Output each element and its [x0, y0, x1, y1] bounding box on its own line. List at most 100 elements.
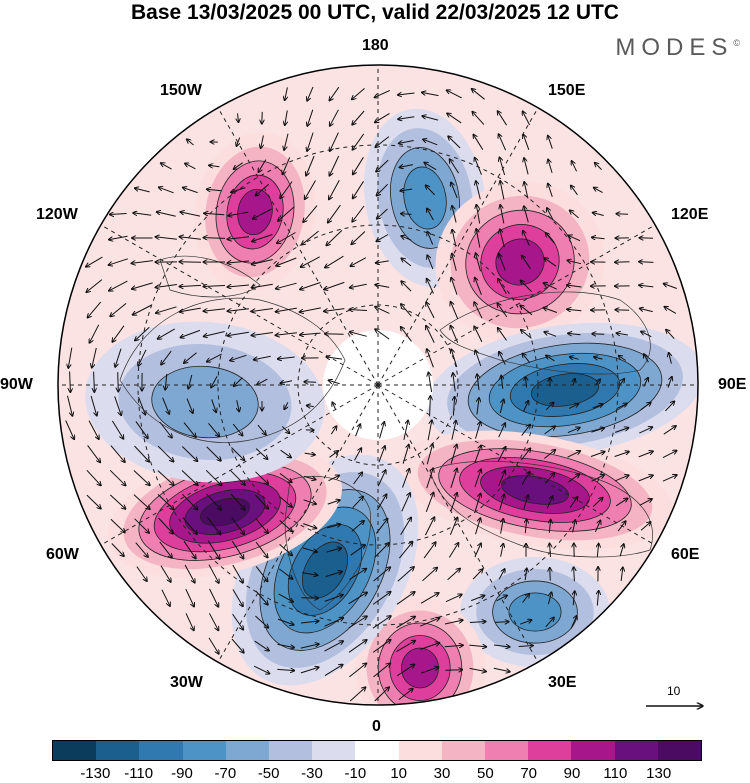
- wind-arrow: [374, 89, 391, 97]
- wind-arrow: [160, 163, 172, 170]
- wind-arrow: [329, 451, 339, 458]
- wind-arrow: [452, 206, 457, 223]
- wind-arrow: [403, 420, 408, 440]
- wind-arrow: [525, 377, 526, 388]
- wind-arrow: [349, 663, 366, 678]
- wind-arrow: [351, 521, 365, 532]
- wind-arrow: [376, 159, 389, 172]
- wind-arrow: [277, 643, 295, 647]
- wind-arrow: [161, 589, 170, 607]
- brand-logo: MODES©: [615, 34, 740, 62]
- wind-arrow: [448, 543, 458, 558]
- wind-arrow: [573, 591, 575, 606]
- wind-arrow: [304, 453, 316, 455]
- wind-arrow: [422, 567, 438, 582]
- wind-arrow: [401, 281, 412, 292]
- wind-arrow: [421, 667, 439, 674]
- wind-arrow: [614, 475, 629, 482]
- wind-arrow: [450, 444, 457, 464]
- wind-arrow: [285, 110, 288, 126]
- wind-arrow: [496, 595, 508, 602]
- positive-anomaly-center: [396, 430, 674, 550]
- map-title: Base 13/03/2025 00 UTC, valid 22/03/2025…: [131, 1, 619, 24]
- wind-arrow: [230, 470, 245, 485]
- wind-arrow: [523, 495, 529, 510]
- wind-arrow: [401, 258, 412, 267]
- wind-arrow: [592, 334, 605, 335]
- colorbar-tick-label: 70: [520, 765, 537, 782]
- wind-arrow: [181, 470, 198, 486]
- colorbar-swatch: [528, 741, 572, 760]
- map-disc: [58, 65, 698, 705]
- wind-arrow: [330, 426, 336, 435]
- wind-arrow: [109, 214, 127, 215]
- polar-map: [57, 64, 750, 730]
- wind-arrow: [302, 573, 318, 576]
- wind-arrow: [543, 308, 558, 313]
- wind-arrow: [179, 285, 202, 286]
- wind-arrow: [68, 347, 73, 369]
- wind-arrow: [211, 399, 217, 412]
- wind-arrow: [590, 452, 605, 457]
- wind-arrow: [305, 180, 316, 200]
- wind-arrow: [307, 86, 314, 101]
- meridian-line: [217, 384, 379, 663]
- wind-arrow: [109, 494, 125, 509]
- wind-arrow: [251, 332, 273, 336]
- wind-arrow: [332, 402, 336, 411]
- wind-arrow: [518, 646, 534, 647]
- wind-arrow: [277, 618, 294, 625]
- wind-arrow: [255, 183, 270, 196]
- wind-arrow: [327, 500, 340, 505]
- wind-arrow: [183, 540, 196, 559]
- wind-arrow: [548, 135, 553, 149]
- wind-arrow: [158, 517, 174, 534]
- wind-arrow: [186, 398, 193, 414]
- wind-arrow: [523, 134, 530, 150]
- wind-arrow: [159, 421, 172, 438]
- wind-arrow: [329, 86, 340, 101]
- wind-arrow: [640, 402, 651, 411]
- wind-arrow: [444, 620, 463, 625]
- wind-arrow: [475, 350, 482, 367]
- colorbar-tick-label: -70: [214, 765, 237, 782]
- wind-arrow: [420, 593, 439, 604]
- wind-arrow: [227, 261, 250, 263]
- wind-arrow: [373, 663, 391, 678]
- wind-arrow: [165, 373, 167, 390]
- wind-arrow: [546, 496, 553, 509]
- wind-arrow: [302, 547, 318, 552]
- wind-arrow: [396, 592, 415, 605]
- wind-arrow: [447, 113, 462, 124]
- wind-arrow: [498, 328, 507, 341]
- wind-arrow: [567, 451, 581, 458]
- colorbar-tick-label: 30: [433, 765, 451, 782]
- wind-arrow: [396, 640, 416, 653]
- wind-arrow: [352, 88, 365, 99]
- wind-arrow: [180, 212, 201, 217]
- wind-arrow: [401, 493, 410, 512]
- negative-anomaly-center: [85, 321, 325, 483]
- wind-arrow: [209, 165, 220, 166]
- wind-arrow: [234, 377, 243, 387]
- colorbar-tick-label: -130: [80, 765, 111, 782]
- wind-arrow: [206, 353, 222, 362]
- wind-arrow: [375, 285, 390, 288]
- wind-arrow: [400, 189, 413, 191]
- wind-arrow: [597, 590, 598, 606]
- wind-arrow: [521, 471, 530, 485]
- meridian-line: [100, 224, 379, 386]
- wind-arrow: [520, 280, 532, 293]
- wind-arrow: [349, 569, 366, 580]
- wind-arrow: [301, 230, 319, 245]
- wind-arrow: [134, 445, 150, 462]
- wind-arrow: [307, 132, 314, 152]
- wind-arrow: [353, 157, 364, 174]
- wind-arrow: [138, 349, 147, 366]
- wind-arrow: [376, 494, 386, 511]
- wind-arrow: [183, 422, 196, 438]
- wind-arrow: [134, 518, 150, 533]
- wind-arrow: [427, 278, 434, 294]
- wind-arrow: [349, 310, 368, 311]
- meridian-line: [377, 384, 656, 546]
